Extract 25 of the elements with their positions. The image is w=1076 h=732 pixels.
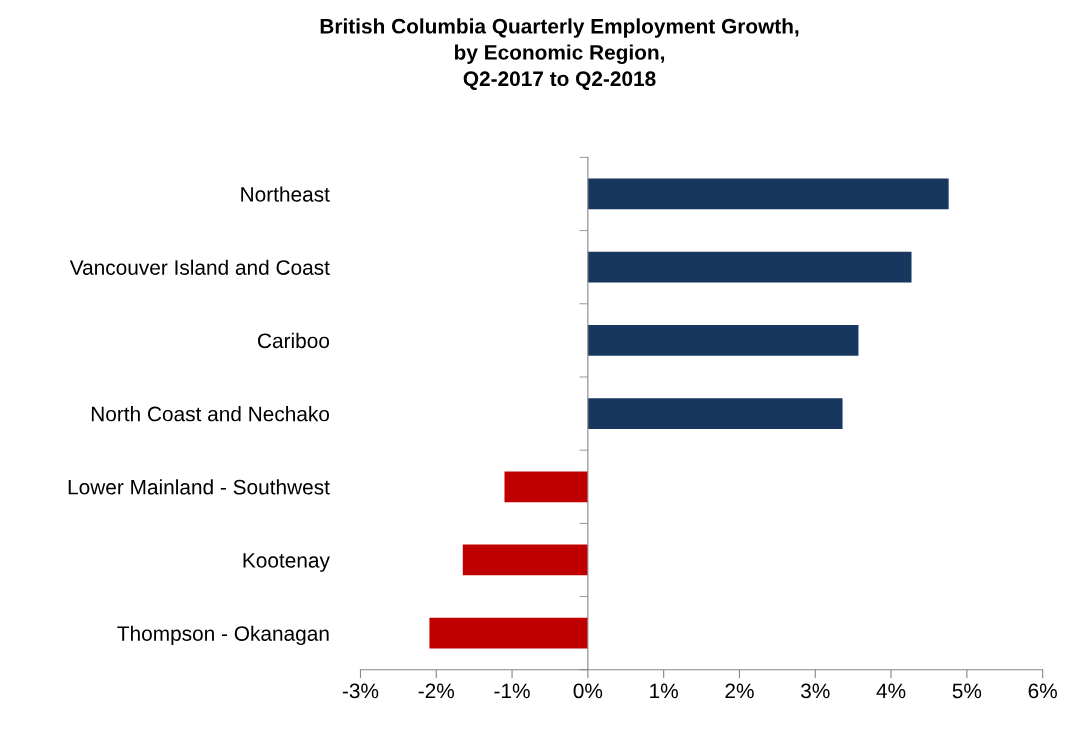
bar <box>587 325 859 356</box>
x-tick-label: 4% <box>876 683 906 699</box>
y-tick-label: North Coast and Nechako <box>91 406 330 422</box>
y-tick-label: Kootenay <box>243 553 330 572</box>
y-tick-label: Cariboo <box>258 332 330 349</box>
x-tick-label: -1% <box>494 683 530 699</box>
y-tick-label: Lower Mainland - Southwest <box>68 479 330 495</box>
x-tick-label: 5% <box>952 683 982 699</box>
bar <box>587 398 843 429</box>
bar <box>462 544 588 576</box>
bar <box>587 178 949 210</box>
x-tick-label: -3% <box>342 683 379 699</box>
x-tick-label: 6% <box>1028 683 1057 699</box>
x-tick-label: 3% <box>800 683 830 699</box>
y-tick-label: Thompson - Okanagan <box>117 625 329 646</box>
y-tick-label: Vancouver Island and Coast <box>69 259 330 275</box>
x-tick-label: 2% <box>725 683 754 699</box>
bar <box>587 251 912 283</box>
bar <box>429 617 588 649</box>
x-tick-label: -2% <box>418 683 455 699</box>
y-tick-label: Northeast <box>241 186 330 202</box>
chart-title: British Columbia Quarterly Employment Growth, by Economic Region, Q2-2017 to Q2-2018 <box>320 18 799 91</box>
bar <box>504 471 588 503</box>
x-tick-label: 1% <box>650 683 678 699</box>
x-tick-label: 0% <box>573 683 603 699</box>
